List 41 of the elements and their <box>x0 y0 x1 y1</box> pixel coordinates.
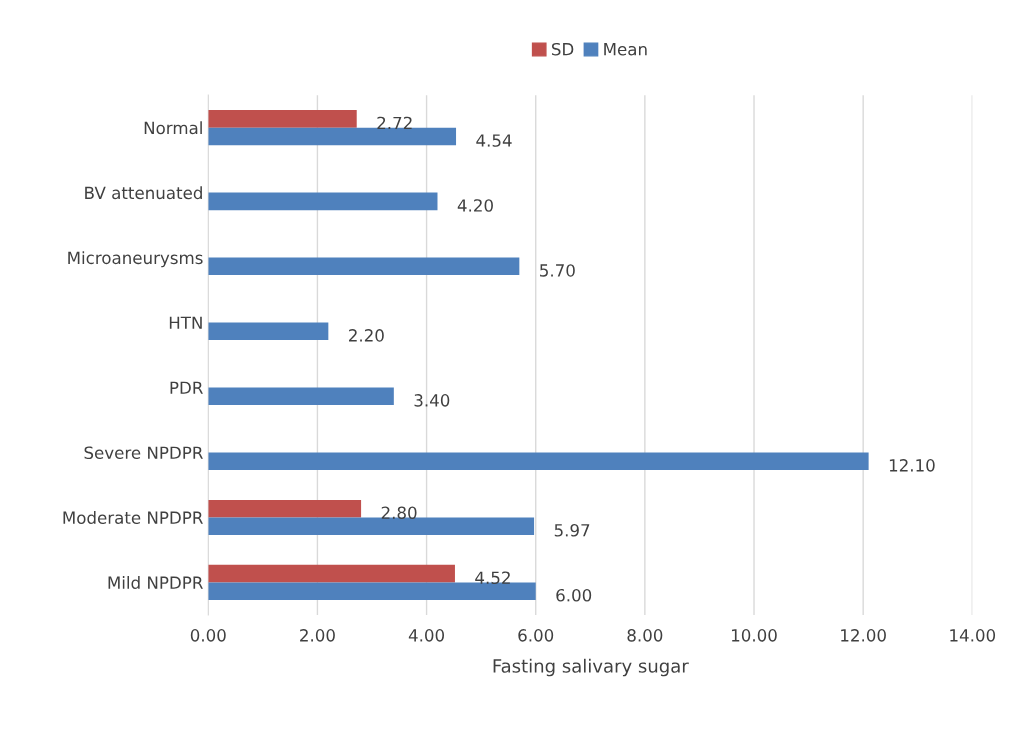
y-tick-label: Microaneurysms <box>68 251 203 268</box>
data-label: 3.40 <box>414 394 450 407</box>
x-tick-label: 4.00 <box>408 629 445 642</box>
data-label: 12.10 <box>889 459 935 472</box>
data-label: 4.54 <box>476 134 512 147</box>
bar <box>208 582 536 600</box>
bar <box>208 387 394 406</box>
bar <box>208 192 438 211</box>
bar <box>208 517 535 535</box>
data-label: 2.80 <box>381 506 417 520</box>
y-tick-label: BV attenuated <box>85 186 202 200</box>
y-tick-label: PDR <box>170 381 203 394</box>
y-tick-label: Moderate NPDPR <box>63 511 203 524</box>
y-tick-label: Normal <box>144 121 202 135</box>
x-tick-label: 12.00 <box>841 629 886 642</box>
legend-label: Mean <box>604 43 647 56</box>
bar <box>208 452 869 471</box>
data-label: 2.20 <box>349 329 384 342</box>
legend-label: SD <box>551 42 574 56</box>
data-label: 2.72 <box>377 116 412 130</box>
x-tick-label: 6.00 <box>518 629 554 642</box>
x-tick-label: 0.00 <box>190 629 226 642</box>
x-tick-label: 2.00 <box>300 629 335 642</box>
bar <box>208 127 457 146</box>
data-label: 4.52 <box>475 571 510 585</box>
bar <box>208 499 362 518</box>
data-label: 5.70 <box>540 264 575 277</box>
x-tick-label: 8.00 <box>627 629 663 642</box>
x-tick-label: 14.00 <box>950 629 996 642</box>
data-label: 6.00 <box>556 588 592 602</box>
bar <box>208 322 329 341</box>
data-label: 4.20 <box>457 199 493 212</box>
x-tick-label: 10.00 <box>731 629 777 642</box>
data-label: 5.97 <box>554 523 590 537</box>
x-axis-title: Fasting salivary sugar <box>493 658 689 677</box>
bar <box>208 564 455 583</box>
y-tick-label: Severe NPDPR <box>84 446 203 460</box>
y-tick-label: HTN <box>169 316 202 329</box>
bar <box>208 110 357 128</box>
bar <box>208 257 520 276</box>
y-tick-label: Mild NPDPR <box>108 576 203 589</box>
